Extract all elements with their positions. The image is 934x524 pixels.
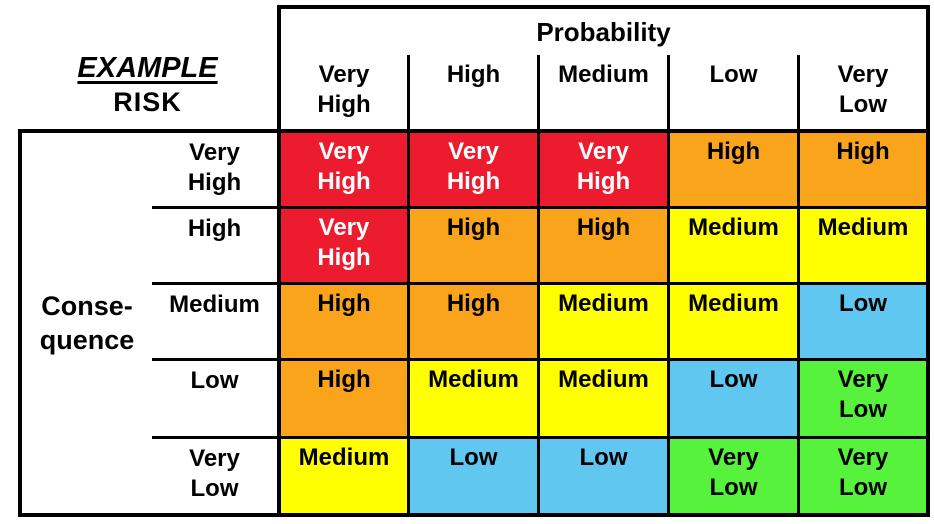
probability-header: Probability Very High High Medium Low Ve… (277, 5, 930, 129)
risk-cell-label: High (446, 290, 501, 317)
consequence-axis-label-line2: quence (39, 325, 135, 355)
risk-cell-label: Low (579, 444, 628, 471)
consequence-axis-label-line1: Conse- (41, 291, 133, 321)
risk-cell-label: Very Low (708, 444, 759, 501)
risk-cell-r4-c1: Low (407, 436, 537, 513)
risk-cell-r1-c0: Very High (281, 206, 407, 282)
consequence-level-headers: Very High High Medium Low Very Low (152, 133, 277, 513)
risk-cell-label: Medium (428, 366, 519, 393)
consequence-level-label: Very Low (189, 445, 240, 502)
risk-cell-r3-c1: Medium (407, 358, 537, 436)
consequence-level-medium: Medium (152, 282, 277, 358)
risk-cell-label: Medium (688, 290, 779, 317)
risk-cell-r0-c2: Very High (537, 133, 667, 206)
probability-level-low: Low (667, 55, 797, 129)
consequence-level-label: Medium (169, 291, 260, 318)
risk-cell-r2-c0: High (281, 282, 407, 358)
consequence-level-label: Very High (187, 139, 242, 196)
risk-cell-r1-c1: High (407, 206, 537, 282)
consequence-table: Conse- quence Very High High Medium Low … (18, 129, 930, 517)
risk-cell-r1-c2: High (537, 206, 667, 282)
figure-title: EXAMPLE RISK (18, 50, 277, 118)
probability-level-label: Low (709, 61, 758, 88)
risk-cell-r4-c2: Low (537, 436, 667, 513)
risk-cell-label: Very High (317, 214, 371, 271)
figure-title-example: EXAMPLE (77, 52, 218, 84)
risk-cell-r1-c4: Medium (797, 206, 926, 282)
risk-cell-r3-c0: High (281, 358, 407, 436)
risk-cell-r0-c4: High (797, 133, 926, 206)
risk-cells-grid: Very High Very High Very High High High … (277, 133, 926, 513)
consequence-level-very-low: Very Low (152, 436, 277, 513)
risk-cell-r4-c3: Very Low (667, 436, 797, 513)
risk-cell-label: Medium (817, 214, 909, 241)
probability-level-medium: Medium (537, 55, 667, 129)
probability-level-label: Very Low (837, 61, 889, 118)
probability-level-high: High (407, 55, 537, 129)
risk-cell-label: Low (709, 366, 758, 393)
probability-level-very-low: Very Low (797, 55, 926, 129)
risk-cell-label: Very High (446, 138, 501, 195)
risk-cell-label: Very High (576, 138, 631, 195)
risk-cell-label: High (317, 366, 371, 393)
risk-cell-r2-c4: Low (797, 282, 926, 358)
consequence-axis: Conse- quence Very High High Medium Low … (22, 133, 277, 513)
risk-cell-r0-c0: Very High (281, 133, 407, 206)
risk-cell-r1-c3: Medium (667, 206, 797, 282)
probability-level-very-high: Very High (281, 55, 407, 129)
consequence-level-very-high: Very High (152, 133, 277, 206)
figure-title-risk: RISK (113, 87, 182, 117)
risk-cell-label: High (576, 214, 631, 241)
consequence-level-label: Low (190, 367, 239, 394)
risk-cell-r3-c3: Low (667, 358, 797, 436)
risk-cell-label: High (706, 138, 761, 165)
risk-cell-label: Very Low (837, 444, 889, 501)
probability-level-label: High (446, 61, 501, 88)
risk-cell-label: High (836, 138, 890, 165)
risk-cell-label: Medium (688, 214, 779, 241)
risk-cell-r3-c2: Medium (537, 358, 667, 436)
probability-level-label: Very High (317, 61, 371, 118)
consequence-level-high: High (152, 206, 277, 282)
risk-cell-r4-c4: Very Low (797, 436, 926, 513)
risk-cell-label: Low (839, 290, 887, 317)
risk-cell-r0-c3: High (667, 133, 797, 206)
risk-cell-r2-c2: Medium (537, 282, 667, 358)
consequence-axis-label: Conse- quence (22, 289, 152, 357)
consequence-level-label: High (187, 215, 242, 242)
risk-cell-label: Low (449, 444, 498, 471)
risk-cell-label: Medium (558, 366, 649, 393)
risk-cell-r2-c1: High (407, 282, 537, 358)
risk-cell-label: High (317, 290, 371, 317)
probability-level-headers: Very High High Medium Low Very Low (281, 55, 926, 129)
risk-cell-label: Very High (317, 138, 371, 195)
risk-cell-r0-c1: Very High (407, 133, 537, 206)
risk-cell-label: Very Low (837, 366, 889, 423)
risk-cell-r2-c3: Medium (667, 282, 797, 358)
risk-cell-r3-c4: Very Low (797, 358, 926, 436)
risk-cell-label: Medium (298, 444, 390, 471)
risk-cell-label: Medium (558, 290, 649, 317)
consequence-level-low: Low (152, 358, 277, 436)
probability-axis-label: Probability (536, 17, 671, 47)
probability-level-label: Medium (558, 61, 649, 88)
risk-cell-r4-c0: Medium (281, 436, 407, 513)
risk-cell-label: High (446, 214, 501, 241)
